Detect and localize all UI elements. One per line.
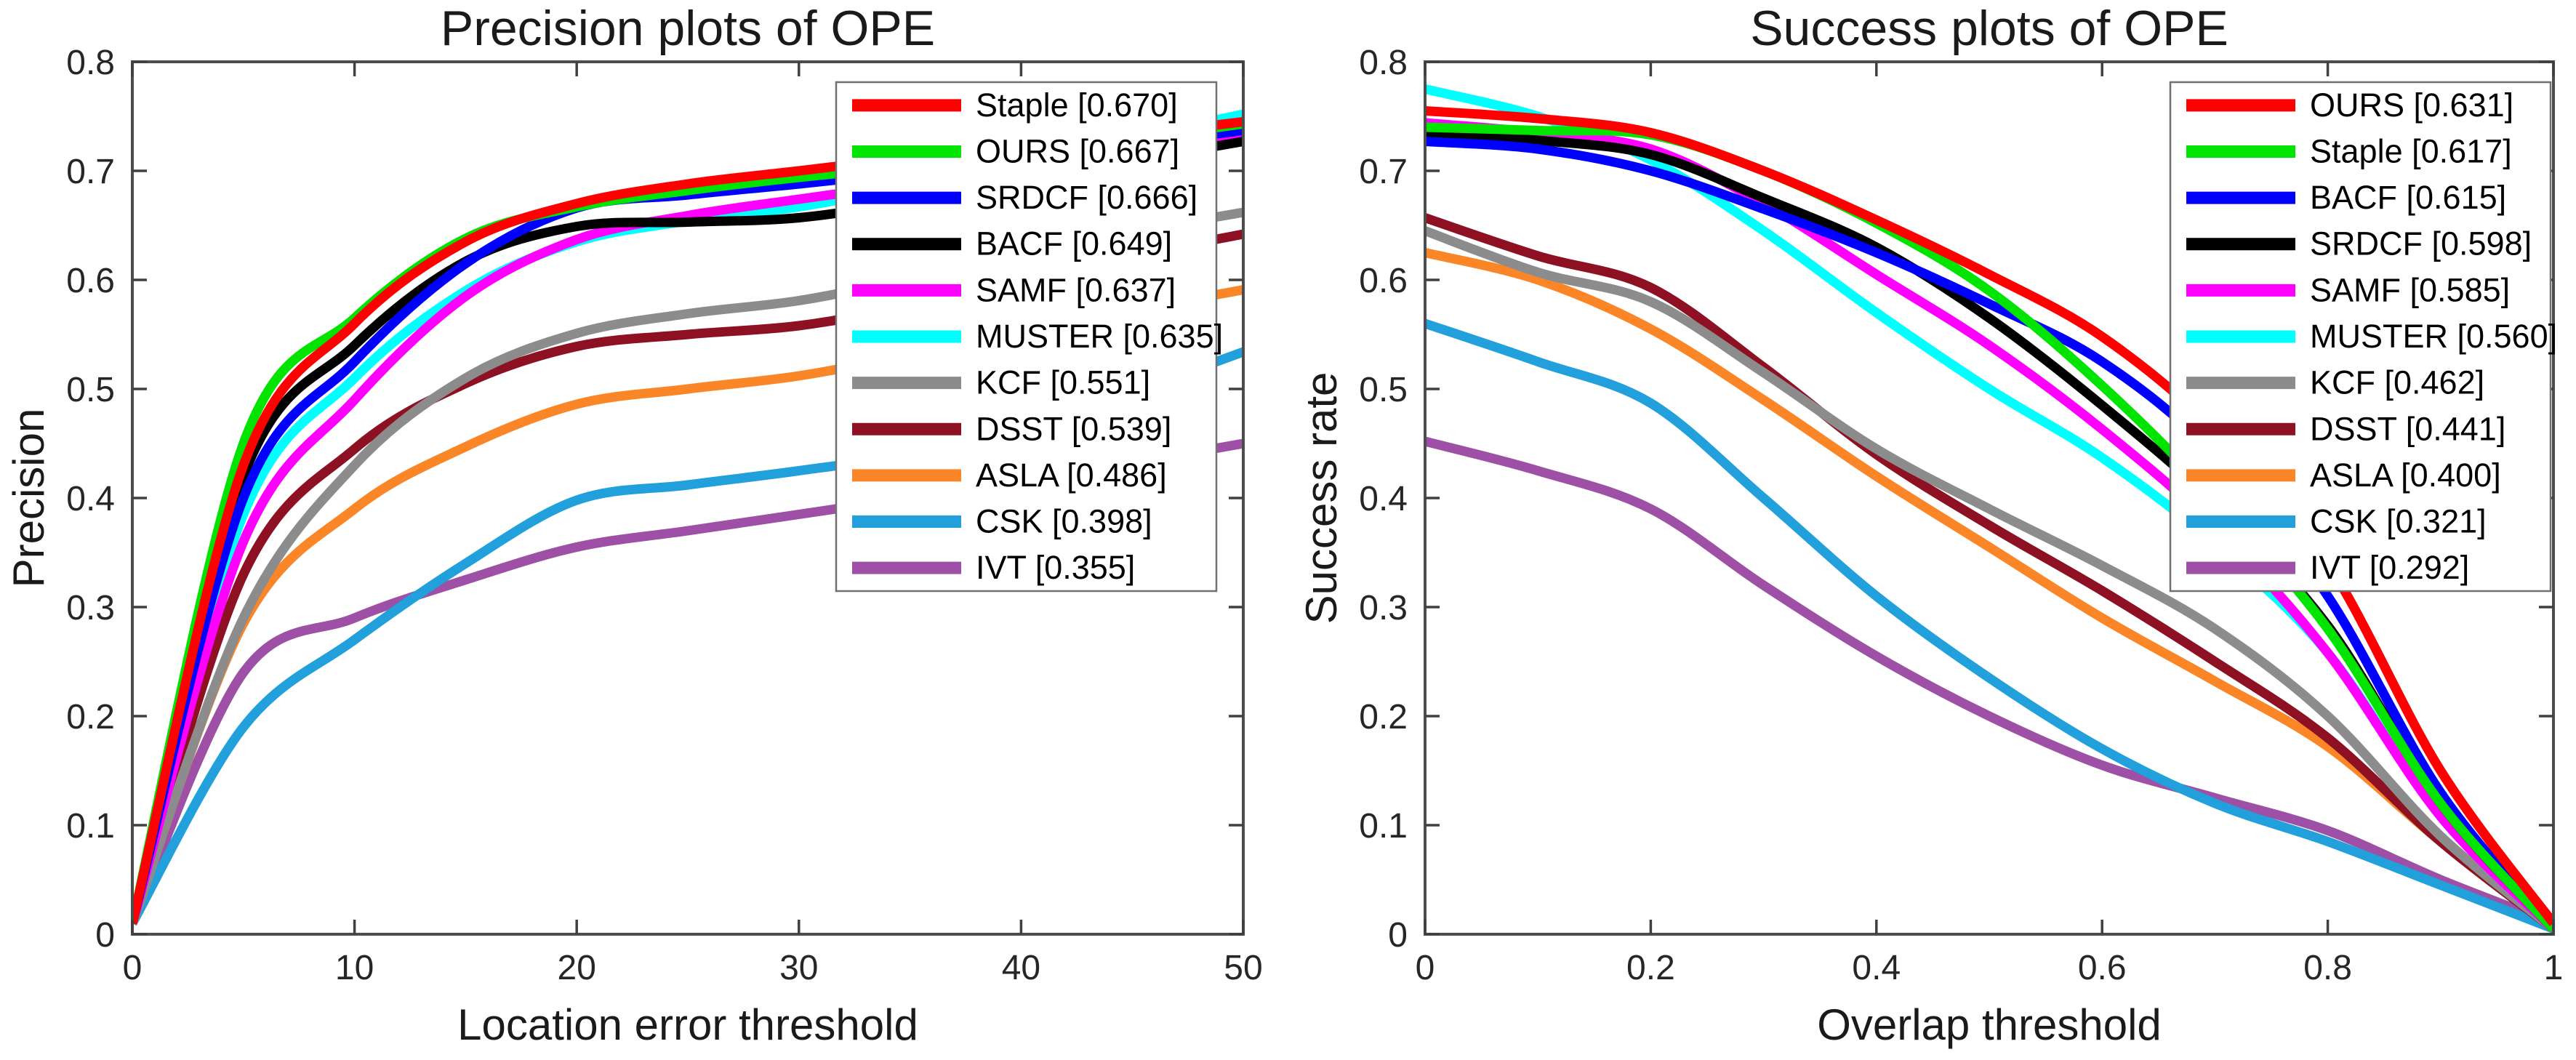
precision-chart: Precision plots of OPE 0 10 20 30 40 50 0 0.1 0… <box>4 1 1263 1049</box>
y-tick-label: 0.3 <box>1359 589 1408 627</box>
x-tick-label: 0.6 <box>2078 949 2127 987</box>
y-tick-label: 0.8 <box>66 44 115 82</box>
y-tick-label: 0.7 <box>66 153 115 191</box>
legend-label: Staple [0.670] <box>976 87 1178 124</box>
legend-label: DSST [0.441] <box>2310 410 2505 447</box>
legend-label: OURS [0.667] <box>976 132 1179 169</box>
y-tick-label: 0.5 <box>66 371 115 409</box>
legend-label: KCF [0.462] <box>2310 364 2484 401</box>
x-tick-label: 0.8 <box>2303 949 2352 987</box>
legend-label: SAMF [0.637] <box>976 271 1176 308</box>
curve-samf <box>1425 118 2553 933</box>
success-chart: Success plots of OPE 0 0.2 0.4 0.6 0.8 1 0 0.1… <box>1297 1 2563 1049</box>
x-tick-label: 0.2 <box>1626 949 1675 987</box>
x-tick-label: 10 <box>335 949 374 987</box>
legend-label: IVT [0.355] <box>976 549 1135 586</box>
curve-kcf <box>1425 226 2553 933</box>
y-tick-label: 0.6 <box>66 262 115 300</box>
x-tick-label: 30 <box>779 949 818 987</box>
x-tick-label: 1 <box>2544 949 2564 987</box>
legend-label: DSST [0.539] <box>976 410 1171 447</box>
precision-yaxis-label: Precision <box>4 409 53 588</box>
y-tick-label: 0.6 <box>1359 262 1408 300</box>
x-tick-label: 0.4 <box>1852 949 1901 987</box>
y-tick-label: 0.8 <box>1359 44 1408 82</box>
precision-xaxis-label: Location error threshold <box>457 1000 918 1049</box>
curve-dsst <box>1425 213 2553 933</box>
y-tick-label: 0 <box>95 916 115 955</box>
legend-label: Staple [0.617] <box>2310 132 2512 169</box>
legend-label: SRDCF [0.666] <box>976 179 1197 216</box>
y-tick-label: 0 <box>1388 916 1408 955</box>
y-tick-label: 0.7 <box>1359 153 1408 191</box>
precision-chart-title: Precision plots of OPE <box>441 1 935 56</box>
legend-label: SRDCF [0.598] <box>2310 225 2532 262</box>
y-tick-label: 0.2 <box>1359 698 1408 736</box>
legend-label: BACF [0.649] <box>976 225 1172 262</box>
success-chart-title: Success plots of OPE <box>1750 1 2228 56</box>
success-xaxis-label: Overlap threshold <box>1817 1000 2162 1049</box>
legend-label: IVT [0.292] <box>2310 549 2469 586</box>
y-tick-label: 0.1 <box>1359 807 1408 846</box>
y-tick-label: 0.5 <box>1359 371 1408 409</box>
legend-label: BACF [0.615] <box>2310 179 2506 216</box>
legend-label: ASLA [0.486] <box>976 457 1167 494</box>
success-legend: OURS [0.631] Staple [0.617] BACF [0.615] SR… <box>2169 81 2557 593</box>
x-tick-label: 40 <box>1002 949 1040 987</box>
y-tick-label: 0.1 <box>66 807 115 846</box>
legend-label: ASLA [0.400] <box>2310 457 2501 494</box>
y-tick-label: 0.3 <box>66 589 115 627</box>
y-tick-label: 0.4 <box>66 480 115 518</box>
x-tick-label: 50 <box>1224 949 1262 987</box>
legend-label: MUSTER [0.560] <box>2310 318 2557 355</box>
legend-label: CSK [0.398] <box>976 503 1152 540</box>
x-tick-label: 0 <box>1416 949 1435 987</box>
legend-label: MUSTER [0.635] <box>976 318 1223 355</box>
x-tick-label: 20 <box>558 949 596 987</box>
legend-label: KCF [0.551] <box>976 364 1150 401</box>
curve-csk <box>1425 318 2553 933</box>
legend-label: SAMF [0.585] <box>2310 271 2510 308</box>
y-tick-label: 0.2 <box>66 698 115 736</box>
curve-ivt <box>1425 436 2553 928</box>
legend-label: CSK [0.321] <box>2310 503 2487 540</box>
success-yaxis-label: Success rate <box>1297 372 1346 625</box>
legend-label: OURS [0.631] <box>2310 87 2513 124</box>
x-tick-label: 0 <box>123 949 143 987</box>
curve-ours <box>1425 106 2553 926</box>
precision-legend: Staple [0.670] OURS [0.667] SRDCF [0.666] B… <box>835 81 1223 593</box>
y-tick-label: 0.4 <box>1359 480 1408 518</box>
